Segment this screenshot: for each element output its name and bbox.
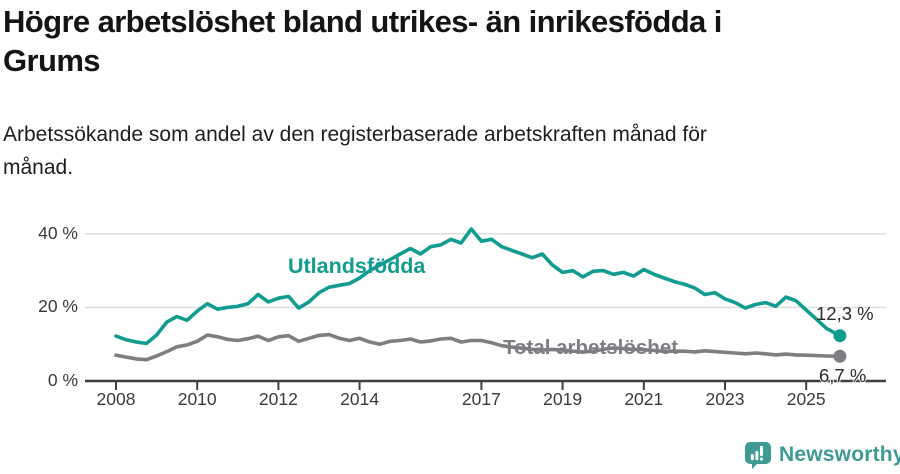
page-subtitle-line2: månad.	[3, 156, 74, 179]
x-tick-label: 2012	[258, 389, 298, 409]
y-tick-label: 20 %	[38, 296, 78, 317]
x-tick-label: 2021	[624, 389, 664, 409]
page-subtitle-line1: Arbetssökande som andel av den registerb…	[3, 123, 707, 146]
x-tick-labels: 2008 2010 2012 2014 2017 2019 2021 2023 2025	[0, 389, 900, 413]
newsworthy-brand-text: Newsworthy	[779, 443, 900, 466]
page-title-line2: Grums	[3, 43, 101, 78]
series-end-dot-0	[833, 329, 847, 343]
series-end-dot-1	[833, 349, 847, 363]
end-value-label-utlandsfodda: 12,3 %	[816, 303, 874, 324]
x-tick-label: 2014	[340, 389, 380, 409]
series-label-utlandsfodda: Utlandsfödda	[288, 254, 426, 278]
page-title: Högre arbetslöshet bland utrikes- än inr…	[3, 2, 722, 80]
y-tick-labels: 0 % 20 % 40 %	[8, 0, 78, 420]
y-tick-label: 40 %	[38, 222, 78, 243]
newsworthy-logo: Newsworthy	[744, 441, 900, 469]
y-tick-label: 0 %	[47, 370, 78, 390]
x-tick-label: 2025	[786, 389, 826, 409]
x-tick-label: 2008	[96, 389, 136, 409]
end-value-label-total-arbetsloshet: 6,7 %	[819, 365, 867, 386]
x-tick-label: 2023	[705, 389, 745, 409]
page-title-line1: Högre arbetslöshet bland utrikes- än inr…	[3, 4, 722, 39]
x-tick-label: 2019	[543, 389, 583, 409]
series-line-1	[114, 332, 842, 362]
x-tick-label: 2017	[461, 389, 501, 409]
page-subtitle: Arbetssökande som andel av den registerb…	[3, 118, 707, 184]
newsworthy-chart-bubble-icon	[745, 442, 771, 469]
series-line-0	[114, 227, 842, 346]
x-tick-label: 2010	[177, 389, 217, 409]
series-label-total-arbetsloshet: Total arbetslöshet	[503, 336, 679, 359]
